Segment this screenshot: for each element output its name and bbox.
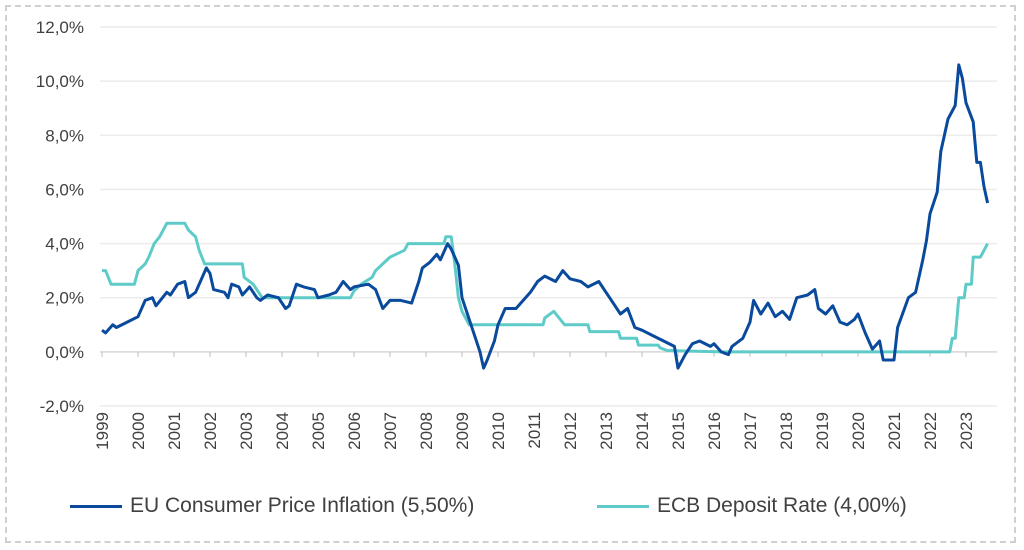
y-tick-label: 2,0% xyxy=(45,289,84,308)
y-tick-label: 8,0% xyxy=(45,126,84,145)
legend-swatch-cpi xyxy=(70,504,122,508)
series-line-deposit-rate xyxy=(102,221,989,354)
x-tick-label: 2001 xyxy=(165,412,184,450)
x-tick-label: 2017 xyxy=(741,412,760,450)
x-tick-label: 2013 xyxy=(597,412,616,450)
legend-label-deposit-rate: ECB Deposit Rate (4,00%) xyxy=(657,494,907,517)
x-tick-label: 2019 xyxy=(813,412,832,450)
x-tick-label: 2018 xyxy=(777,412,796,450)
x-tick-label: 2015 xyxy=(669,412,688,450)
y-tick-label: 6,0% xyxy=(45,180,84,199)
x-tick-label: 2022 xyxy=(921,412,940,450)
x-tick-label: 2010 xyxy=(489,412,508,450)
y-tick-label: 12,0% xyxy=(36,18,84,37)
y-tick-label: -2,0% xyxy=(40,397,84,416)
x-tick-label: 2009 xyxy=(453,412,472,450)
x-tick-label: 2006 xyxy=(345,412,364,450)
x-tick-label: 2000 xyxy=(129,412,148,450)
x-tick-label: 2012 xyxy=(561,412,580,450)
x-tick-label: 2004 xyxy=(273,412,292,450)
x-tick-label: 2011 xyxy=(525,412,544,449)
x-tick-label: 1999 xyxy=(93,412,112,450)
legend-swatch-deposit-rate xyxy=(597,504,649,508)
series-line-cpi xyxy=(101,63,990,370)
legend-item-deposit-rate: ECB Deposit Rate (4,00%) xyxy=(597,494,907,518)
y-tick-label: 0,0% xyxy=(45,343,84,362)
y-tick-label: 4,0% xyxy=(45,235,84,254)
y-tick-label: 10,0% xyxy=(36,72,84,91)
x-tick-label: 2007 xyxy=(381,412,400,450)
x-tick-label: 2003 xyxy=(237,412,256,450)
x-tick-label: 2008 xyxy=(417,412,436,450)
x-tick-label: 2021 xyxy=(885,412,904,450)
x-tick-label: 2016 xyxy=(705,412,724,450)
x-tick-label: 2002 xyxy=(201,412,220,450)
legend-item-cpi: EU Consumer Price Inflation (5,50%) xyxy=(70,494,474,518)
x-tick-label: 2023 xyxy=(957,412,976,450)
chart-frame xyxy=(5,5,1016,543)
x-tick-label: 2020 xyxy=(849,412,868,450)
x-tick-label: 2005 xyxy=(309,412,328,450)
x-tick-label: 2014 xyxy=(633,412,652,450)
legend-label-cpi: EU Consumer Price Inflation (5,50%) xyxy=(130,494,475,517)
